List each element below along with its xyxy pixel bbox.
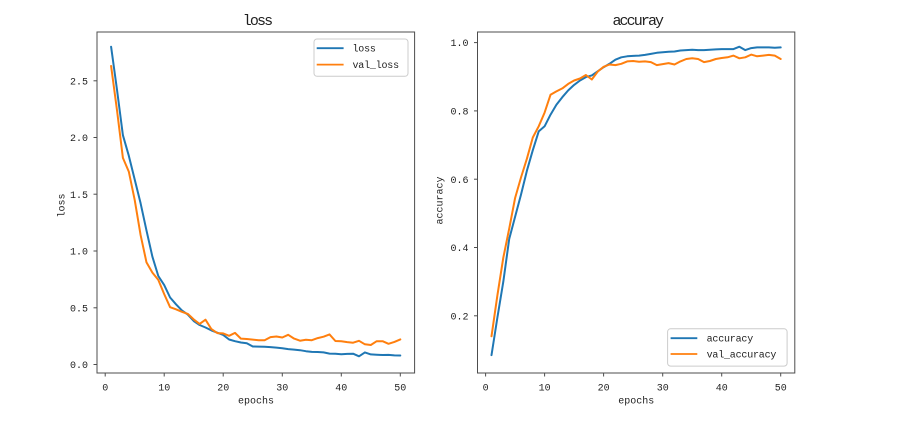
svg-text:loss: loss <box>57 193 69 217</box>
svg-text:1.0: 1.0 <box>450 39 468 50</box>
svg-text:30: 30 <box>657 384 669 395</box>
svg-text:20: 20 <box>598 384 610 395</box>
svg-text:accuracy: accuracy <box>707 335 754 346</box>
svg-text:0.6: 0.6 <box>450 176 468 187</box>
svg-text:val_loss: val_loss <box>353 60 400 72</box>
svg-text:20: 20 <box>217 384 229 395</box>
svg-text:50: 50 <box>775 384 787 395</box>
svg-text:loss: loss <box>353 44 376 56</box>
svg-text:50: 50 <box>394 384 406 395</box>
svg-text:40: 40 <box>335 384 347 395</box>
svg-text:1.5: 1.5 <box>70 191 88 202</box>
svg-text:0.8: 0.8 <box>450 108 468 119</box>
svg-text:40: 40 <box>716 384 728 395</box>
svg-text:10: 10 <box>539 384 551 395</box>
svg-text:epochs: epochs <box>238 396 274 408</box>
svg-text:accuray: accuray <box>612 13 664 30</box>
svg-text:accuracy: accuracy <box>435 176 446 224</box>
svg-text:2.5: 2.5 <box>70 77 88 88</box>
svg-text:0.2: 0.2 <box>450 312 468 323</box>
svg-text:1.0: 1.0 <box>70 248 88 259</box>
svg-text:0.0: 0.0 <box>70 361 88 372</box>
svg-text:0: 0 <box>102 384 108 395</box>
svg-text:0.5: 0.5 <box>70 304 88 315</box>
svg-text:epochs: epochs <box>618 396 654 408</box>
svg-text:10: 10 <box>158 384 170 395</box>
svg-text:val_accuracy: val_accuracy <box>707 350 777 362</box>
svg-text:30: 30 <box>276 384 288 395</box>
svg-text:0: 0 <box>483 384 489 395</box>
svg-text:loss: loss <box>243 13 272 30</box>
svg-text:0.4: 0.4 <box>450 244 468 255</box>
svg-text:2.0: 2.0 <box>70 134 88 145</box>
